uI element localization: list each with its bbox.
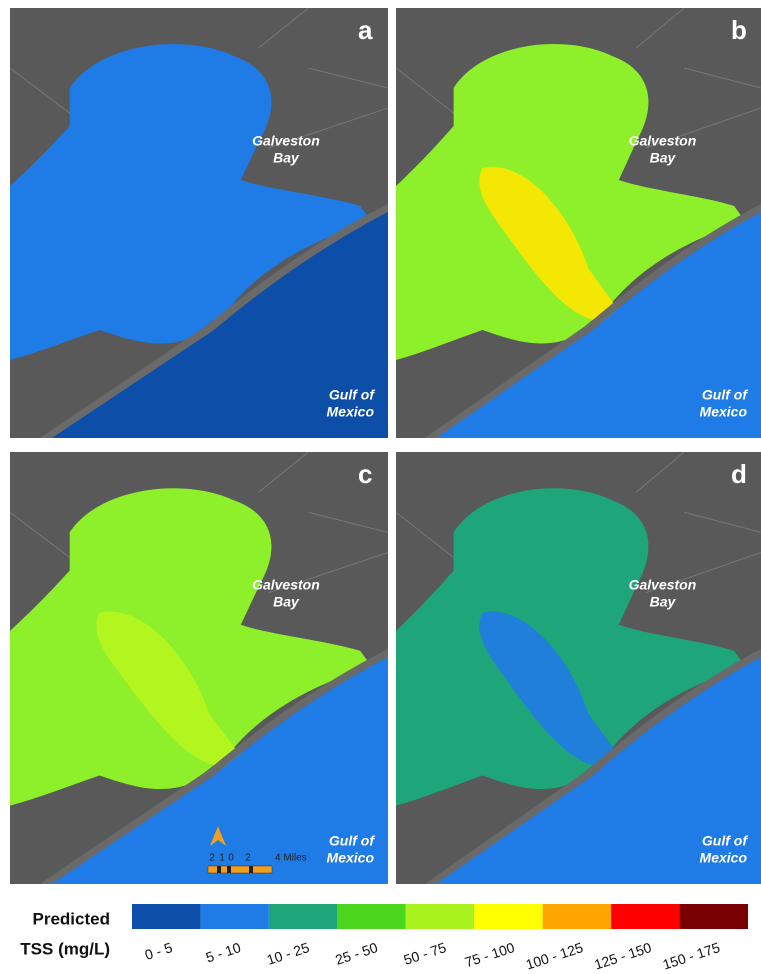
- bay-label: Bay: [273, 594, 300, 610]
- gulf-label: Mexico: [327, 404, 375, 420]
- legend-swatch: [200, 904, 268, 929]
- gulf-label: Gulf of: [702, 833, 748, 849]
- scale-segment: [249, 866, 253, 873]
- panel-letter: d: [731, 459, 747, 489]
- legend-swatch: [269, 904, 337, 929]
- legend-swatch: [680, 904, 748, 929]
- legend-swatch: [406, 904, 474, 929]
- scale-label: 0: [228, 853, 234, 864]
- gulf-label: Mexico: [700, 404, 748, 420]
- scale-label: 1: [219, 853, 225, 864]
- gulf-label: Mexico: [700, 850, 748, 866]
- panel-letter: a: [358, 15, 373, 45]
- legend-swatch: [611, 904, 679, 929]
- legend-swatch: [132, 904, 200, 929]
- bay-label: Bay: [273, 150, 300, 166]
- legend-label: 5 - 10: [204, 939, 243, 965]
- legend-swatch: [543, 904, 611, 929]
- map-panel: [10, 8, 388, 438]
- scale-label: 2: [245, 853, 251, 864]
- scale-segment: [217, 866, 221, 873]
- map-panel: [396, 452, 761, 884]
- bay-label: Bay: [650, 594, 677, 610]
- scale-label: 4 Miles: [275, 853, 307, 864]
- figure-canvas: aGalvestonBayGulf ofMexicobGalvestonBayG…: [0, 0, 761, 974]
- legend-swatch: [474, 904, 542, 929]
- gulf-label: Gulf of: [329, 833, 375, 849]
- bay-label: Galveston: [629, 133, 697, 149]
- figure: aGalvestonBayGulf ofMexicobGalvestonBayG…: [0, 0, 761, 974]
- bay-label: Bay: [650, 150, 677, 166]
- gulf-label: Gulf of: [702, 387, 748, 403]
- scale-segment: [227, 866, 231, 873]
- panel-letter: b: [731, 15, 747, 45]
- bay-label: Galveston: [252, 133, 320, 149]
- legend-label: 50 - 75: [402, 939, 449, 968]
- scale-label: 2: [209, 853, 215, 864]
- legend-label: 75 - 100: [463, 939, 517, 970]
- legend-title: Predicted: [33, 909, 110, 928]
- legend-label: 25 - 50: [333, 939, 380, 968]
- legend-label: 150 - 175: [661, 939, 722, 973]
- bay-label: Galveston: [252, 577, 320, 593]
- legend-label: 0 - 5: [143, 939, 175, 963]
- legend-title: TSS (mg/L): [20, 939, 110, 958]
- legend-label: 10 - 25: [265, 939, 312, 968]
- gulf-label: Mexico: [327, 850, 375, 866]
- gulf-label: Gulf of: [329, 387, 375, 403]
- legend-swatch: [337, 904, 405, 929]
- map-panel: [10, 452, 388, 884]
- legend-label: 125 - 150: [592, 939, 653, 973]
- bay-label: Galveston: [629, 577, 697, 593]
- legend-label: 100 - 125: [524, 939, 585, 973]
- map-panel: [396, 8, 761, 438]
- panel-letter: c: [358, 459, 372, 489]
